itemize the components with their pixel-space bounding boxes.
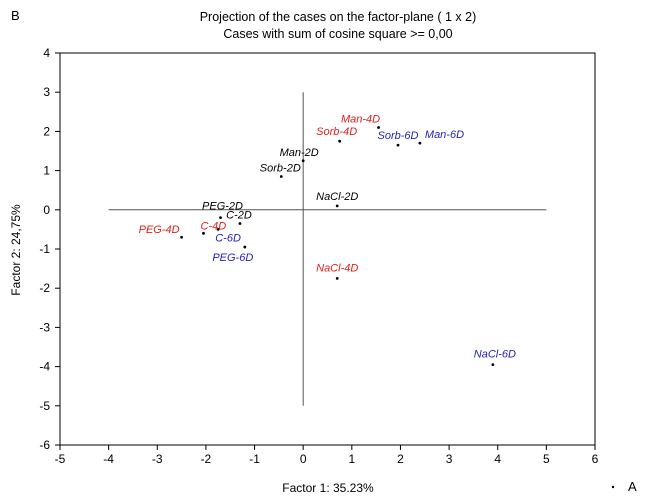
chart-subtitle: Cases with sum of cosine square >= 0,00 (223, 27, 452, 41)
data-point-label: Sorb-6D (378, 130, 419, 142)
x-axis-ticks: -5 -4 -3 -2 -1 0 1 2 3 4 5 6 (55, 445, 599, 466)
data-point-marker (180, 235, 183, 239)
y-tick-label: 2 (43, 124, 50, 138)
data-point-label: Man-6D (425, 129, 464, 141)
data-point-marker (418, 141, 422, 145)
y-tick-label: 4 (43, 46, 50, 60)
data-point-label: PEG-4D (139, 224, 180, 236)
y-tick-label: -1 (39, 242, 50, 256)
x-tick-label: 4 (494, 452, 501, 466)
x-tick-label: 0 (300, 452, 307, 466)
y-tick-label: -4 (39, 360, 50, 374)
y-tick-label: 1 (43, 164, 50, 178)
corner-note: A (628, 479, 637, 494)
corner-dot (611, 485, 615, 489)
data-point-label: NaCl-2D (316, 191, 358, 203)
data-point-marker (377, 126, 380, 129)
x-tick-label: -1 (249, 452, 260, 466)
data-point-marker (335, 204, 339, 208)
panel-label: B (11, 8, 20, 23)
data-point-marker (202, 231, 205, 235)
data-point-label: Man-2D (280, 147, 319, 159)
y-axis-ticks: 4 3 2 1 0 -1 -2 -3 -4 -5 -6 (39, 46, 60, 452)
y-tick-label: -2 (39, 281, 50, 295)
data-point-marker (338, 139, 342, 143)
data-point-label: PEG-2D (202, 201, 243, 213)
data-point-label: Man-4D (341, 113, 380, 125)
x-tick-label: -3 (152, 452, 163, 466)
x-axis-label: Factor 1: 35.23% (282, 481, 374, 495)
data-point-marker (396, 143, 400, 147)
data-point-label: C-4D (200, 220, 226, 232)
data-point-marker (491, 363, 495, 367)
x-tick-label: 6 (592, 452, 599, 466)
data-point-marker (219, 216, 222, 220)
y-tick-label: 3 (43, 85, 50, 99)
x-tick-label: 2 (397, 452, 404, 466)
data-point-marker (301, 159, 305, 163)
origin-crosshair (108, 92, 547, 406)
data-point-label: C-6D (215, 232, 241, 244)
y-tick-label: -6 (39, 438, 50, 452)
data-point-marker (238, 222, 242, 225)
x-tick-label: 5 (543, 452, 550, 466)
x-tick-label: 1 (348, 452, 355, 466)
data-point-marker (335, 277, 339, 280)
y-tick-label: -3 (39, 320, 50, 334)
data-point-label: PEG-6D (212, 252, 253, 264)
x-tick-label: -2 (201, 452, 212, 466)
data-point-label: Sorb-4D (316, 126, 357, 138)
data-point-label: NaCl-6D (474, 349, 516, 361)
y-tick-label: 0 (43, 203, 50, 217)
data-point-label: C-2D (226, 210, 252, 222)
plot-area-frame (59, 52, 596, 446)
chart-title: Projection of the cases on the factor-pl… (200, 10, 477, 24)
x-tick-label: -4 (103, 452, 114, 466)
data-point-label: Sorb-2D (260, 162, 301, 174)
data-point-marker (216, 228, 220, 231)
data-point-marker (243, 245, 247, 249)
x-tick-label: -5 (55, 452, 66, 466)
y-tick-label: -5 (39, 399, 50, 413)
data-point-marker (279, 175, 283, 178)
y-axis-label: Factor 2: 24,75% (9, 204, 23, 296)
x-tick-label: 3 (446, 452, 453, 466)
data-point-label: NaCl-4D (316, 262, 358, 274)
